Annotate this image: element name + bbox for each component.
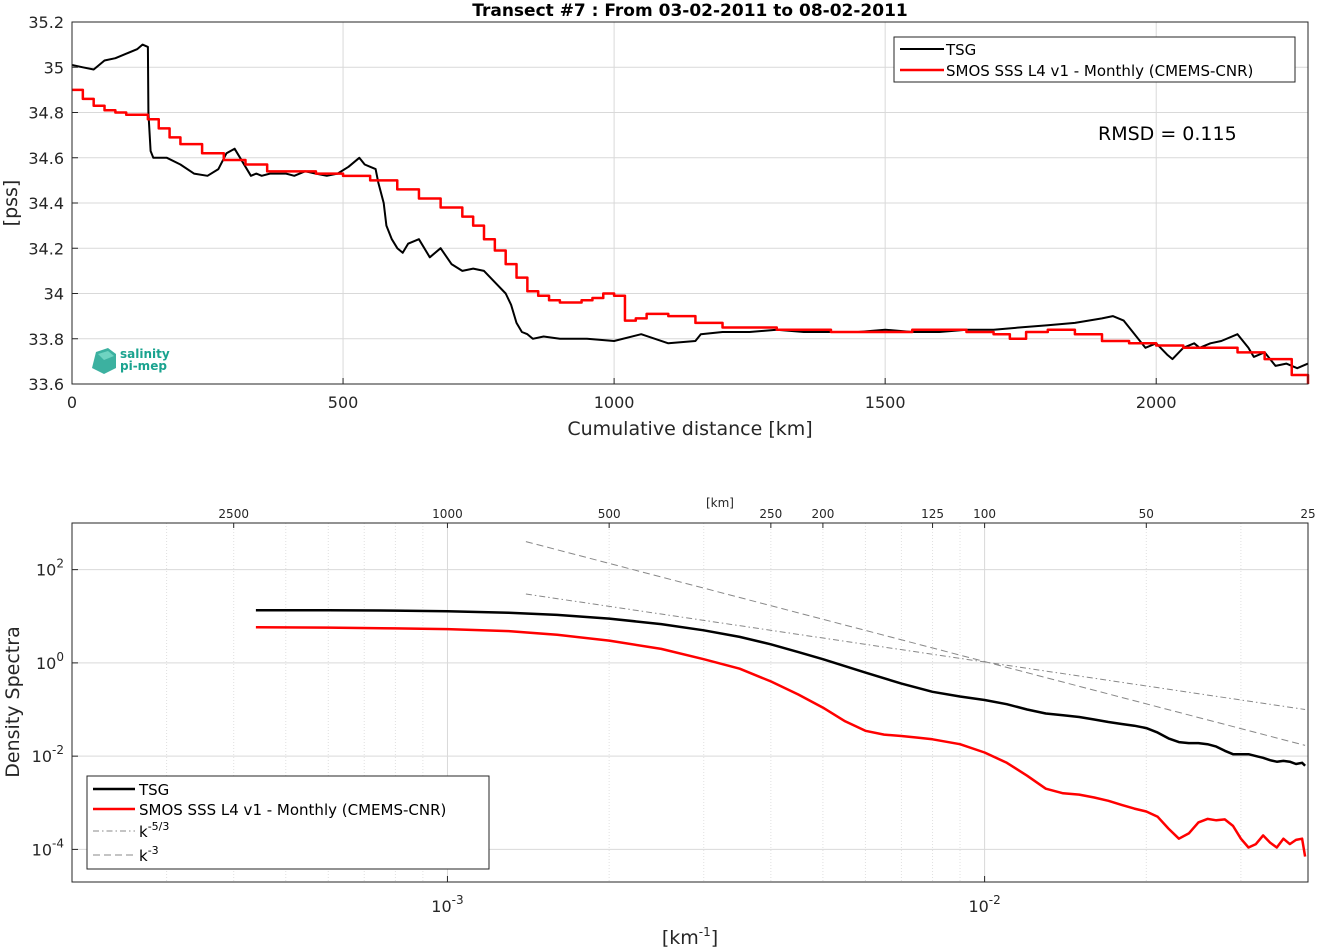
rmsd-annotation: RMSD = 0.115 (1098, 123, 1237, 145)
top-x-axis-label: Cumulative distance [km] (567, 418, 812, 440)
bottom-ytick-label: 102 (36, 557, 64, 580)
top-ytick-label: 34 (44, 285, 64, 304)
bottom-axes-box (71, 522, 1309, 883)
bottom-top-tick-label: 125 (921, 507, 944, 521)
top-chart-title: Transect #7 : From 03-02-2011 to 08-02-2… (472, 1, 908, 21)
bottom-top-axis-label: [km] (706, 496, 734, 510)
bottom-x-ticks: 10-3 10-2 (431, 876, 1001, 916)
top-series-line-tsg (71, 43, 1309, 370)
logo-text-line1: salinity (120, 347, 170, 361)
bottom-ytick-label: 100 (36, 650, 64, 673)
top-series-group (71, 43, 1310, 384)
bottom-top-tick-label: 2500 (218, 507, 249, 521)
bottom-y-axis-label: Density Spectra (2, 626, 24, 777)
bottom-top-tick-label: 100 (973, 507, 996, 521)
top-ytick-label: 33.6 (28, 375, 64, 394)
bottom-series-line-k53 (525, 593, 1306, 710)
top-xtick-label: 500 (328, 393, 359, 412)
bottom-top-tick-label: 1000 (432, 507, 463, 521)
top-x-ticks: 0 500 1000 1500 2000 (67, 378, 1177, 412)
top-ytick-label: 34.2 (28, 239, 64, 258)
bottom-top-tick-label: 250 (759, 507, 782, 521)
bottom-legend-label-k3: k-3 (139, 844, 159, 865)
top-legend-label-smos: SMOS SSS L4 v1 - Monthly (CMEMS-CNR) (946, 62, 1253, 80)
bottom-ytick-label: 10-4 (32, 836, 64, 859)
top-y-axis-label: [pss] (0, 180, 22, 227)
top-legend-label-tsg: TSG (945, 41, 976, 59)
top-ytick-label: 35.2 (28, 13, 64, 32)
top-series-line-smos (72, 88, 1310, 384)
transect-salinity-chart: 0 500 1000 1500 2000 33.633.83434.234.434.63… (0, 1, 1310, 440)
bottom-y-ticks: 10-4 10-2 100 102 (32, 557, 78, 859)
top-ytick-label: 34.6 (28, 149, 64, 168)
density-spectra-chart: 10-3 10-2 10-4 10-2 100 102 2500 1000 500 250 20… (2, 496, 1316, 948)
top-y-ticks: 33.6 33.8 34 34.2 34.4 34.6 34.8 35 35.2 (28, 13, 78, 394)
top-xtick-label: 2000 (1136, 393, 1177, 412)
top-legend: TSG SMOS SSS L4 v1 - Monthly (CMEMS-CNR) (893, 36, 1296, 83)
bottom-series-line-smos (255, 626, 1307, 857)
top-ytick-label: 34.4 (28, 194, 64, 213)
bottom-top-tick-label: 50 (1139, 507, 1154, 521)
bottom-xtick-label: 10-3 (431, 893, 463, 916)
top-ytick-label: 33.8 (28, 330, 64, 349)
bottom-series-group (255, 541, 1307, 857)
logo-cube-top (98, 351, 114, 360)
bottom-top-tick-label: 200 (811, 507, 834, 521)
top-xtick-label: 1500 (865, 393, 906, 412)
bottom-series-line-k3 (525, 541, 1306, 746)
salinity-pimep-logo: salinity pi-mep (92, 347, 170, 374)
top-ytick-label: 34.8 (28, 104, 64, 123)
top-xtick-label: 0 (67, 393, 77, 412)
top-xtick-label: 1000 (594, 393, 635, 412)
bottom-top-tick-label: 500 (598, 507, 621, 521)
logo-text-line2: pi-mep (120, 359, 167, 373)
bottom-legend-label-smos: SMOS SSS L4 v1 - Monthly (CMEMS-CNR) (139, 801, 446, 819)
top-ytick-label: 35 (44, 58, 64, 77)
top-legend-box (893, 36, 1296, 83)
bottom-top-km-ticks: 2500 1000 500 250 200 125 100 50 25 (218, 507, 1316, 528)
bottom-top-tick-label: 25 (1300, 507, 1315, 521)
bottom-series-line-tsg (255, 608, 1306, 767)
bottom-x-axis-label: [km-1] (662, 925, 718, 948)
bottom-ytick-label: 10-2 (32, 743, 64, 766)
bottom-xtick-label: 10-2 (968, 893, 1000, 916)
bottom-legend: TSG SMOS SSS L4 v1 - Monthly (CMEMS-CNR)… (86, 775, 490, 870)
bottom-legend-label-tsg: TSG (138, 781, 169, 799)
bottom-legend-box (86, 775, 490, 870)
top-grid (72, 21, 1308, 385)
bottom-legend-label-k53: k-5/3 (139, 820, 169, 841)
